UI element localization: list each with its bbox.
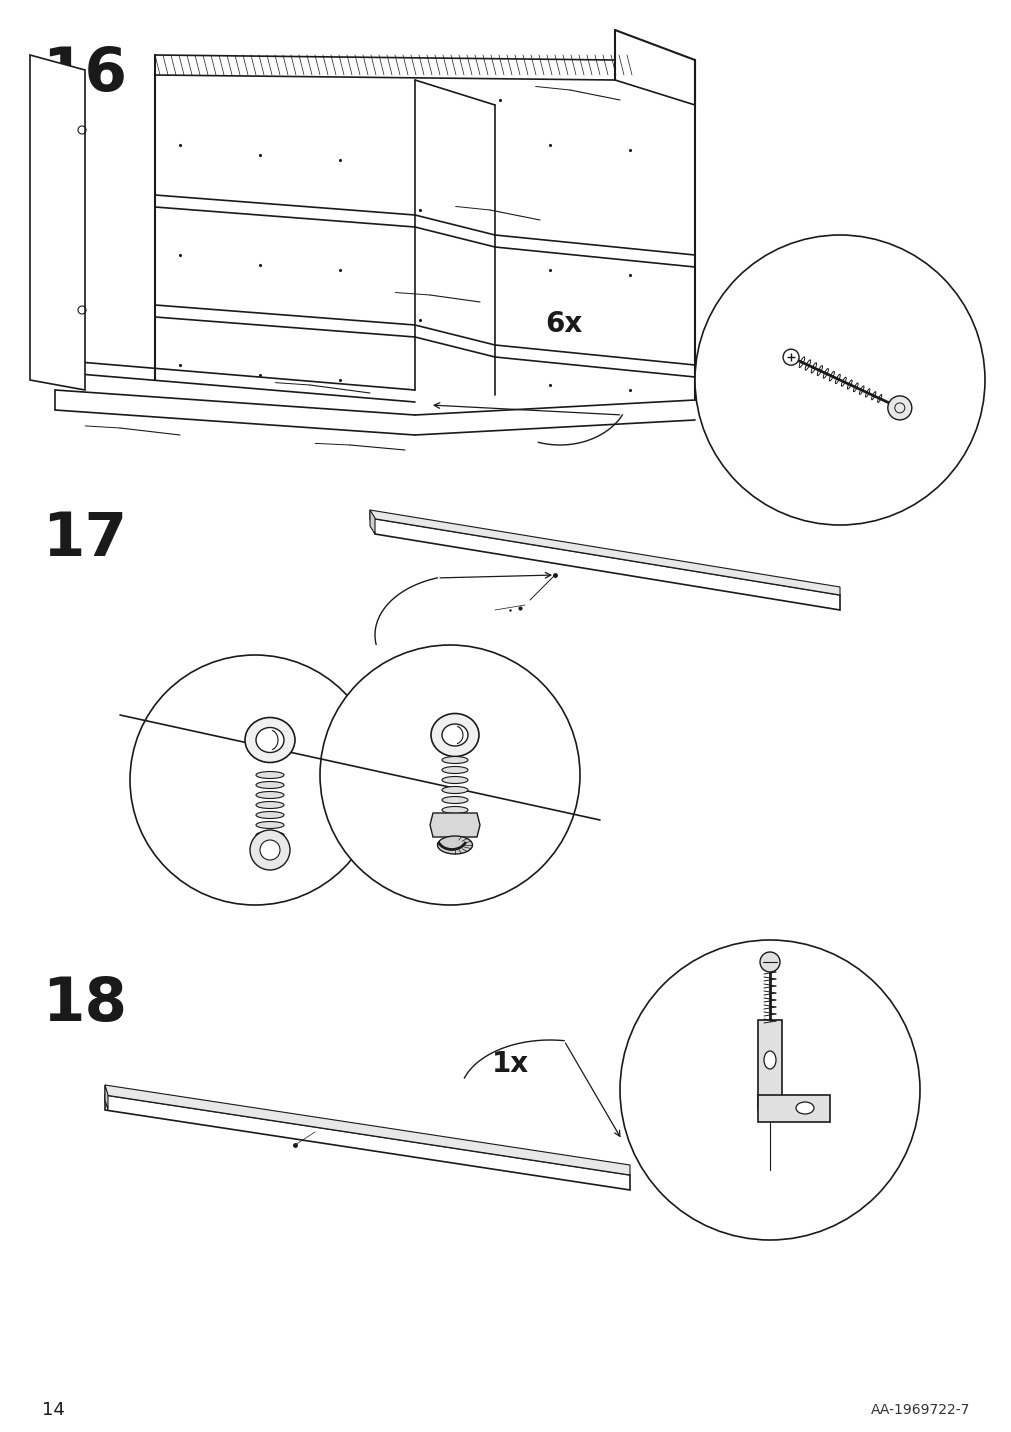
Ellipse shape	[256, 772, 284, 779]
Ellipse shape	[442, 786, 467, 793]
Polygon shape	[370, 510, 839, 596]
Ellipse shape	[796, 1103, 813, 1114]
Text: 100214: 100214	[769, 420, 828, 435]
Ellipse shape	[245, 717, 295, 762]
Ellipse shape	[256, 802, 284, 809]
Ellipse shape	[442, 725, 467, 746]
Circle shape	[260, 841, 280, 861]
Text: 18: 18	[42, 975, 126, 1034]
Ellipse shape	[437, 836, 472, 853]
Polygon shape	[757, 1020, 782, 1110]
Ellipse shape	[256, 727, 284, 752]
Polygon shape	[370, 518, 839, 610]
Circle shape	[129, 654, 379, 905]
Ellipse shape	[256, 782, 284, 789]
Circle shape	[887, 395, 911, 420]
Ellipse shape	[763, 1051, 775, 1070]
Circle shape	[759, 952, 779, 972]
Polygon shape	[757, 1095, 829, 1123]
Text: 17: 17	[42, 510, 127, 569]
Circle shape	[319, 644, 579, 905]
Text: 6x: 6x	[545, 309, 581, 338]
Text: 14: 14	[42, 1400, 65, 1419]
Ellipse shape	[442, 796, 467, 803]
Text: 103095: 103095	[423, 881, 476, 894]
Text: 16: 16	[42, 44, 126, 105]
Ellipse shape	[442, 806, 467, 813]
Text: AA-1969722-7: AA-1969722-7	[869, 1403, 969, 1418]
Text: 103717: 103717	[827, 1074, 841, 1127]
Text: 105344: 105344	[708, 1044, 721, 1097]
Ellipse shape	[256, 792, 284, 799]
Circle shape	[250, 831, 290, 871]
Polygon shape	[105, 1095, 630, 1190]
Ellipse shape	[442, 756, 467, 763]
Text: 1x: 1x	[491, 1050, 529, 1078]
Polygon shape	[105, 1085, 108, 1110]
Ellipse shape	[442, 776, 467, 783]
Ellipse shape	[442, 766, 467, 773]
Polygon shape	[430, 813, 479, 836]
Polygon shape	[30, 54, 85, 390]
Ellipse shape	[431, 713, 478, 756]
Ellipse shape	[256, 832, 284, 839]
Polygon shape	[370, 510, 375, 534]
Text: 1x: 1x	[219, 690, 257, 717]
Circle shape	[783, 349, 799, 365]
Ellipse shape	[256, 812, 284, 819]
Text: 101449: 101449	[228, 881, 281, 894]
Polygon shape	[105, 1085, 630, 1176]
Circle shape	[695, 235, 984, 526]
Ellipse shape	[256, 822, 284, 829]
Circle shape	[620, 939, 919, 1240]
